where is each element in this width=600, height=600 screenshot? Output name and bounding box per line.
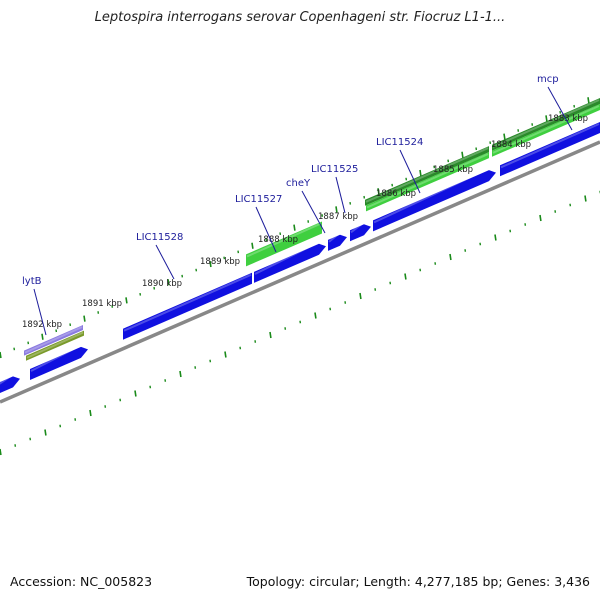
outer-tick xyxy=(167,279,170,286)
gene-leader-line xyxy=(155,244,175,280)
cds-bar-shine xyxy=(328,232,340,243)
inner-tick xyxy=(224,351,227,358)
map-title: Leptospira interrogans serovar Copenhage… xyxy=(94,10,506,25)
scale-label: 1889 kbp xyxy=(200,257,240,267)
scale-label: 1887 kbp xyxy=(318,212,358,222)
gene-label: LIC11524 xyxy=(376,137,423,148)
cds-bar-shine xyxy=(123,273,252,332)
inner-tick xyxy=(539,214,542,222)
cds-bar-shine xyxy=(254,241,319,275)
gene-leader-line xyxy=(301,190,326,234)
cds-bar-shine xyxy=(0,374,13,385)
gene-leader-line xyxy=(335,176,346,214)
gene-bar-lytB-lower xyxy=(26,330,84,361)
gene-leader-line xyxy=(255,206,277,253)
gene-bar-LIC11524-dark-shine xyxy=(365,147,489,203)
outer-tick xyxy=(293,224,296,231)
labels: 1892 kbp 1891 kbp 1890 kbp 1889 kbp 1888 kbp… xyxy=(22,74,588,336)
inner-tick xyxy=(494,234,497,241)
gene-leader-line xyxy=(399,149,421,194)
cds-bar xyxy=(30,346,88,380)
gene-bar-mcp-shine xyxy=(492,105,600,154)
inner-tick xyxy=(404,273,407,280)
gene-bar-LIC11524-dark xyxy=(365,146,489,206)
gene-label: mcp xyxy=(537,74,559,85)
cds-bar xyxy=(328,234,347,251)
inner-tick xyxy=(314,312,317,319)
outer-tick xyxy=(335,206,338,213)
outer-tick xyxy=(41,333,44,340)
gene-bar-mcp xyxy=(492,104,600,157)
cds-bar xyxy=(500,122,600,177)
outer-tick xyxy=(545,115,548,122)
gene-leader-line xyxy=(547,86,573,131)
scale-label: 1891 kbp xyxy=(82,299,122,309)
gene-label: LIC11527 xyxy=(235,194,282,205)
inner-tick xyxy=(179,370,182,378)
cds-bar xyxy=(0,376,20,394)
inner-tick xyxy=(0,448,2,456)
outer-tick xyxy=(83,315,86,322)
gene-bar-LIC11524 xyxy=(366,152,489,212)
gene-bar-lytB xyxy=(24,325,83,356)
gene-leader-line xyxy=(33,288,47,336)
cds-bar xyxy=(254,243,326,283)
cds-bar-shine xyxy=(350,222,364,234)
outer-tick xyxy=(503,133,506,140)
gene-bar-mcp-dark xyxy=(492,98,600,151)
scale-label: 1883 kbp xyxy=(548,114,588,124)
gene-label: LIC11525 xyxy=(311,164,358,175)
outer-tick-track xyxy=(0,97,590,359)
cds-bar xyxy=(350,224,371,242)
gene-bar-lytB-lower-shine xyxy=(26,331,84,359)
backbone xyxy=(0,140,600,404)
cds-bar-shine xyxy=(373,168,489,224)
gene-bar-mcp-dark-shine xyxy=(492,99,600,148)
outer-tick xyxy=(209,260,212,268)
gene-bar-LIC11527 xyxy=(246,221,322,267)
outer-tick xyxy=(377,188,380,195)
outer-tick xyxy=(251,242,254,249)
scale-label: 1885 kbp xyxy=(433,165,473,175)
accession-text: Accession: NC_005823 xyxy=(10,574,153,589)
cds-bar-shine xyxy=(30,344,81,372)
scale-label: 1884 kbp xyxy=(491,140,531,150)
cds-bar xyxy=(373,170,496,232)
gene-bar-lytB-shine xyxy=(24,326,83,354)
feature-track xyxy=(0,98,600,394)
inner-tick xyxy=(44,429,47,436)
inner-tick xyxy=(269,331,272,339)
outer-tick xyxy=(0,351,2,359)
gene-label: lytB xyxy=(22,276,42,287)
gene-bar-LIC11524-shine xyxy=(366,153,489,209)
gene-label: LIC11528 xyxy=(136,232,183,243)
genome-summary-text: Topology: circular; Length: 4,277,185 bp… xyxy=(246,574,590,589)
scale-label: 1890 kbp xyxy=(142,279,182,289)
outer-tick xyxy=(419,169,422,177)
outer-tick xyxy=(587,97,590,104)
cds-bar xyxy=(123,272,252,340)
inner-tick xyxy=(359,292,362,300)
scale-label: 1886 kbp xyxy=(376,189,416,199)
inner-tick xyxy=(584,195,587,202)
inner-tick-track xyxy=(0,190,600,456)
gene-bar-LIC11527-shine xyxy=(246,222,322,258)
outer-tick xyxy=(461,151,464,158)
scale-label: 1892 kbp xyxy=(22,320,62,330)
outer-tick xyxy=(125,297,128,304)
gene-label: cheY xyxy=(286,178,311,189)
inner-tick xyxy=(89,409,92,417)
backbone-line xyxy=(0,140,600,404)
inner-tick xyxy=(449,253,452,261)
cds-bar-shine xyxy=(500,123,600,169)
inner-tick xyxy=(134,390,137,397)
scale-label: 1888 kbp xyxy=(258,235,298,245)
